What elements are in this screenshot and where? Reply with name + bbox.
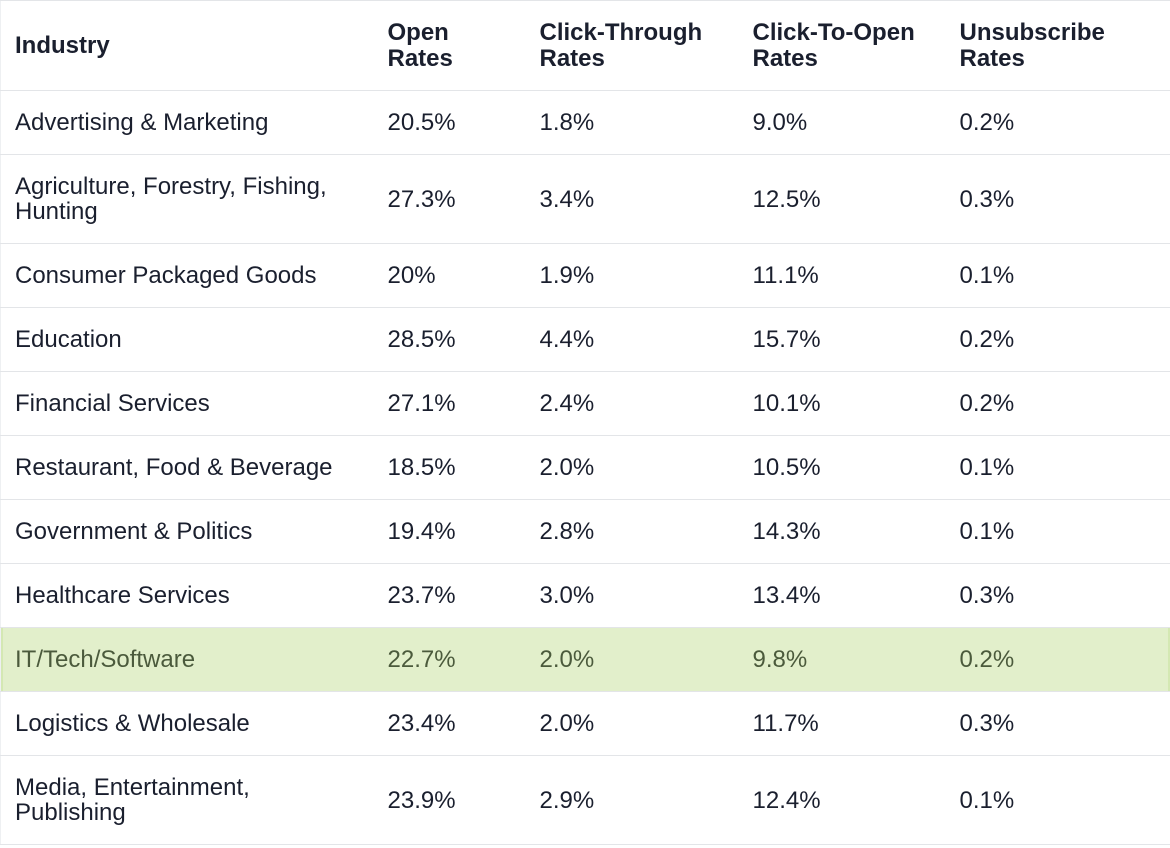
- industry-line: Healthcare Services: [15, 582, 230, 609]
- table-row: Consumer Packaged Goods 20% 1.9% 11.1% 0.1%: [0, 243, 1170, 308]
- cell-click-to-open-rate: 11.7%: [738, 691, 946, 756]
- cell-open-rate: 23.7%: [373, 563, 526, 628]
- table-row: Agriculture, Forestry, Fishing, Hunting 27…: [0, 154, 1170, 244]
- industry-line: Advertising & Marketing: [15, 109, 269, 136]
- cell-industry: Consumer Packaged Goods: [0, 243, 374, 308]
- cell-click-through-rate: 4.4%: [525, 307, 739, 372]
- cell-click-through-rate: 2.0%: [525, 435, 739, 500]
- cell-unsubscribe-rate: 0.3%: [945, 563, 1170, 628]
- industry-line: Government & Politics: [15, 518, 253, 545]
- cell-click-through-rate: 3.4%: [525, 154, 739, 244]
- cell-click-through-rate: 3.0%: [525, 563, 739, 628]
- header-click-to-open-rates: Click-To-Open Rates: [738, 0, 946, 91]
- cell-click-through-rate: 1.9%: [525, 243, 739, 308]
- cell-unsubscribe-rate: 0.1%: [945, 435, 1170, 500]
- cell-industry: Healthcare Services: [0, 563, 374, 628]
- table-row-highlighted: IT/Tech/Software 22.7% 2.0% 9.8% 0.2%: [0, 627, 1170, 692]
- cell-click-through-rate: 2.4%: [525, 371, 739, 436]
- table-row: Restaurant, Food & Beverage 18.5% 2.0% 10.5…: [0, 435, 1170, 500]
- cell-unsubscribe-rate: 0.1%: [945, 755, 1170, 845]
- industry-line: Financial Services: [15, 390, 210, 417]
- header-industry: Industry: [0, 0, 374, 91]
- cell-unsubscribe-rate: 0.2%: [945, 371, 1170, 436]
- header-open-rates: Open Rates: [373, 0, 526, 91]
- cell-unsubscribe-rate: 0.1%: [945, 243, 1170, 308]
- industry-line: Media, Entertainment,: [15, 774, 250, 801]
- table-row: Advertising & Marketing 20.5% 1.8% 9.0% 0.2%: [0, 90, 1170, 155]
- cell-click-to-open-rate: 13.4%: [738, 563, 946, 628]
- cell-industry: Logistics & Wholesale: [0, 691, 374, 756]
- cell-open-rate: 27.1%: [373, 371, 526, 436]
- cell-open-rate: 22.7%: [373, 627, 526, 692]
- cell-click-to-open-rate: 12.5%: [738, 154, 946, 244]
- header-click-through-rates: Click-Through Rates: [525, 0, 739, 91]
- cell-industry: Media, Entertainment, Publishing: [0, 755, 374, 845]
- cell-open-rate: 20%: [373, 243, 526, 308]
- cell-click-to-open-rate: 10.1%: [738, 371, 946, 436]
- table-body: Advertising & Marketing 20.5% 1.8% 9.0% 0.2%…: [0, 90, 1170, 845]
- table-row: Financial Services 27.1% 2.4% 10.1% 0.2%: [0, 371, 1170, 436]
- header-row: Industry Open Rates Click-Through Rates Cl…: [0, 0, 1170, 91]
- table-row: Government & Politics 19.4% 2.8% 14.3% 0.1%: [0, 499, 1170, 564]
- cell-unsubscribe-rate: 0.2%: [945, 627, 1170, 692]
- cell-unsubscribe-rate: 0.1%: [945, 499, 1170, 564]
- cell-unsubscribe-rate: 0.3%: [945, 154, 1170, 244]
- industry-line: Agriculture, Forestry, Fishing,: [15, 173, 327, 200]
- table-row: Logistics & Wholesale 23.4% 2.0% 11.7% 0.3%: [0, 691, 1170, 756]
- cell-industry: Agriculture, Forestry, Fishing, Hunting: [0, 154, 374, 244]
- cell-click-through-rate: 1.8%: [525, 90, 739, 155]
- cell-industry: IT/Tech/Software: [0, 627, 374, 692]
- cell-click-to-open-rate: 11.1%: [738, 243, 946, 308]
- cell-unsubscribe-rate: 0.2%: [945, 90, 1170, 155]
- table-header: Industry Open Rates Click-Through Rates Cl…: [0, 0, 1170, 91]
- cell-open-rate: 23.9%: [373, 755, 526, 845]
- industry-line: Restaurant, Food & Beverage: [15, 454, 333, 481]
- industry-line: Education: [15, 326, 122, 353]
- industry-line: IT/Tech/Software: [15, 646, 196, 673]
- cell-click-through-rate: 2.0%: [525, 691, 739, 756]
- cell-click-to-open-rate: 12.4%: [738, 755, 946, 845]
- industry-line: Publishing: [15, 799, 126, 826]
- cell-unsubscribe-rate: 0.3%: [945, 691, 1170, 756]
- cell-click-to-open-rate: 9.0%: [738, 90, 946, 155]
- cell-click-to-open-rate: 14.3%: [738, 499, 946, 564]
- cell-click-through-rate: 2.9%: [525, 755, 739, 845]
- cell-click-to-open-rate: 9.8%: [738, 627, 946, 692]
- industry-line: Logistics & Wholesale: [15, 710, 250, 737]
- cell-open-rate: 18.5%: [373, 435, 526, 500]
- cell-open-rate: 27.3%: [373, 154, 526, 244]
- table-row: Healthcare Services 23.7% 3.0% 13.4% 0.3%: [0, 563, 1170, 628]
- cell-industry: Restaurant, Food & Beverage: [0, 435, 374, 500]
- cell-click-through-rate: 2.0%: [525, 627, 739, 692]
- cell-open-rate: 20.5%: [373, 90, 526, 155]
- cell-industry: Education: [0, 307, 374, 372]
- cell-industry: Financial Services: [0, 371, 374, 436]
- header-unsubscribe-rates: Unsubscribe Rates: [945, 0, 1170, 91]
- cell-unsubscribe-rate: 0.2%: [945, 307, 1170, 372]
- cell-industry: Government & Politics: [0, 499, 374, 564]
- table-row: Media, Entertainment, Publishing 23.9% 2.9%…: [0, 755, 1170, 845]
- table-row: Education 28.5% 4.4% 15.7% 0.2%: [0, 307, 1170, 372]
- cell-industry: Advertising & Marketing: [0, 90, 374, 155]
- industry-line: Consumer Packaged Goods: [15, 262, 317, 289]
- cell-open-rate: 28.5%: [373, 307, 526, 372]
- industry-line: Hunting: [15, 198, 98, 225]
- cell-open-rate: 19.4%: [373, 499, 526, 564]
- cell-click-through-rate: 2.8%: [525, 499, 739, 564]
- cell-click-to-open-rate: 15.7%: [738, 307, 946, 372]
- cell-click-to-open-rate: 10.5%: [738, 435, 946, 500]
- cell-open-rate: 23.4%: [373, 691, 526, 756]
